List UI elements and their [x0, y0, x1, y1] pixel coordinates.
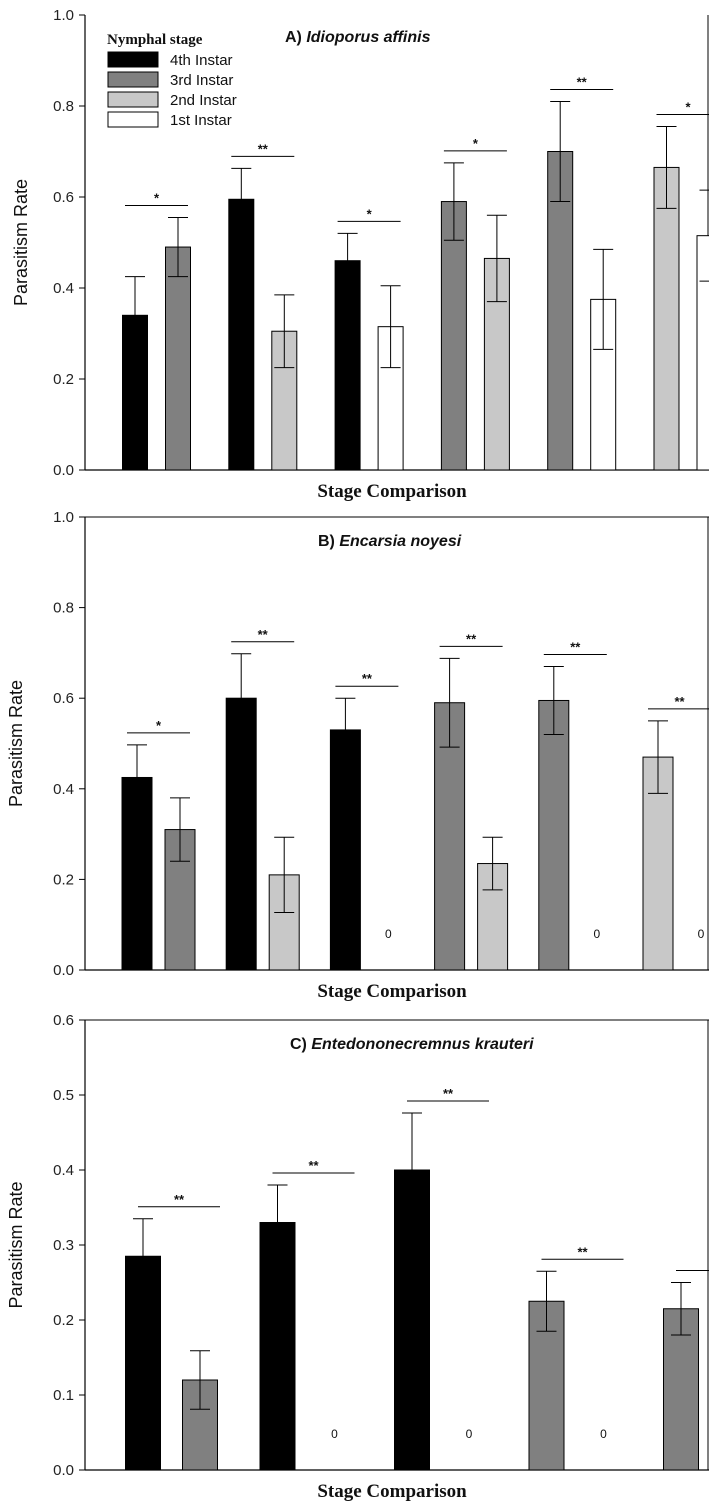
y-tick-label-c-5: 0.5	[53, 1087, 74, 1104]
significance-mark-b-g6: **	[674, 694, 685, 709]
panel-title-prefix-c: C)	[290, 1036, 311, 1053]
significance-mark-c-g2: **	[308, 1158, 319, 1173]
bar-a-g3-1	[334, 260, 361, 471]
y-tick-label-a-2: 0.4	[53, 280, 74, 297]
x-axis-label-b: Stage Comparison	[317, 981, 467, 1002]
significance-mark-b-g4: **	[466, 631, 477, 646]
bar-b-g5-1	[538, 699, 570, 971]
x-axis-label-c: Stage Comparison	[317, 1481, 467, 1502]
significance-mark-b-g2: **	[258, 627, 269, 642]
legend-label-3rd: 3rd Instar	[170, 72, 233, 89]
x-axis-label-a: Stage Comparison	[317, 481, 467, 502]
y-tick-label-a-0: 0.0	[53, 462, 74, 479]
legend: Nymphal stage 4th Instar 3rd Instar 2nd …	[107, 32, 237, 129]
legend-label-2nd: 2nd Instar	[170, 92, 237, 109]
y-axis-label-b: Parasitism Rate	[6, 680, 26, 807]
significance-mark-a-g2: **	[258, 141, 269, 156]
legend-label-1st: 1st Instar	[170, 112, 232, 129]
y-tick-label-a-4: 0.8	[53, 98, 74, 115]
legend-item-1st: 1st Instar	[107, 111, 232, 129]
y-tick-label-b-2: 0.4	[53, 781, 74, 798]
panel-title-c: C) Entedononecremnus krauteri	[290, 1036, 534, 1053]
panel-title-prefix-b: B)	[318, 533, 339, 550]
legend-title: Nymphal stage	[107, 32, 203, 48]
bar-a-g3-2	[377, 326, 404, 471]
zero-label-b-g3: 0	[385, 927, 392, 941]
y-tick-label-b-0: 0.0	[53, 962, 74, 979]
y-tick-label-b-4: 0.8	[53, 600, 74, 617]
y-tick-label-c-4: 0.4	[53, 1162, 74, 1179]
legend-item-4th: 4th Instar	[107, 51, 233, 69]
bar-a-g1-2	[165, 246, 191, 471]
y-tick-label-b-1: 0.2	[53, 871, 74, 888]
significance-mark-a-g1: *	[154, 190, 160, 205]
y-tick-label-c-0: 0.0	[53, 1462, 74, 1479]
significance-mark-a-g3: *	[367, 206, 373, 221]
bar-a-g5-1	[547, 151, 574, 471]
y-tick-label-a-1: 0.2	[53, 371, 74, 388]
legend-item-3rd: 3rd Instar	[107, 71, 233, 89]
y-axis-label-a: Parasitism Rate	[11, 179, 31, 306]
zero-label-c-g4: 0	[600, 1427, 607, 1441]
panel-title-species-a: Idioporus affinis	[306, 29, 430, 46]
zero-label-b-g5: 0	[593, 927, 600, 941]
y-tick-label-c-1: 0.1	[53, 1387, 74, 1404]
significance-mark-b-g3: **	[362, 671, 373, 686]
legend-item-2nd: 2nd Instar	[107, 91, 237, 109]
significance-mark-c-g4: **	[577, 1244, 588, 1259]
bar-c-g2-1	[259, 1222, 296, 1471]
y-tick-label-c-2: 0.2	[53, 1312, 74, 1329]
significance-mark-b-g5: **	[570, 639, 581, 654]
bar-a-g6-2	[696, 235, 709, 471]
bar-b-g3-1	[329, 729, 361, 971]
panel-title-species-c: Entedononecremnus krauteri	[311, 1036, 534, 1053]
bar-b-g2-1	[225, 697, 257, 971]
legend-swatch-1st	[107, 111, 159, 128]
zero-label-b-g6: 0	[698, 927, 705, 941]
significance-mark-c-g1: **	[174, 1192, 185, 1207]
y-axis-label-c: Parasitism Rate	[6, 1181, 26, 1308]
significance-mark-b-g1: *	[156, 718, 162, 733]
significance-mark-c-g3: **	[443, 1086, 454, 1101]
bar-b-g1-1	[121, 776, 153, 971]
y-tick-label-a-3: 0.6	[53, 189, 74, 206]
significance-mark-a-g4: *	[473, 136, 479, 151]
significance-mark-a-g6: *	[685, 99, 691, 114]
bar-c-g5-1	[663, 1308, 699, 1471]
y-tick-label-c-3: 0.3	[53, 1237, 74, 1254]
legend-label-4th: 4th Instar	[170, 52, 233, 69]
y-tick-label-b-5: 1.0	[53, 509, 74, 526]
panel-title-prefix-a: A)	[285, 29, 306, 46]
panel-title-a: A) Idioporus affinis	[285, 29, 431, 46]
y-tick-label-c-6: 0.6	[53, 1012, 74, 1029]
significance-mark-a-g5: **	[577, 74, 588, 89]
legend-swatch-3rd	[107, 71, 159, 88]
y-tick-label-a-5: 1.0	[53, 7, 74, 24]
y-tick-label-b-3: 0.6	[53, 690, 74, 707]
panel-title-species-b: Encarsia noyesi	[339, 533, 461, 550]
legend-swatch-2nd	[107, 91, 159, 108]
bar-a-g6-1	[653, 166, 680, 471]
zero-label-c-g3: 0	[466, 1427, 473, 1441]
bar-a-g2-1	[228, 198, 255, 471]
bar-a-g4-1	[440, 201, 467, 471]
legend-swatch-4th	[107, 51, 159, 68]
panel-title-b: B) Encarsia noyesi	[318, 533, 462, 550]
zero-label-c-g2: 0	[331, 1427, 338, 1441]
